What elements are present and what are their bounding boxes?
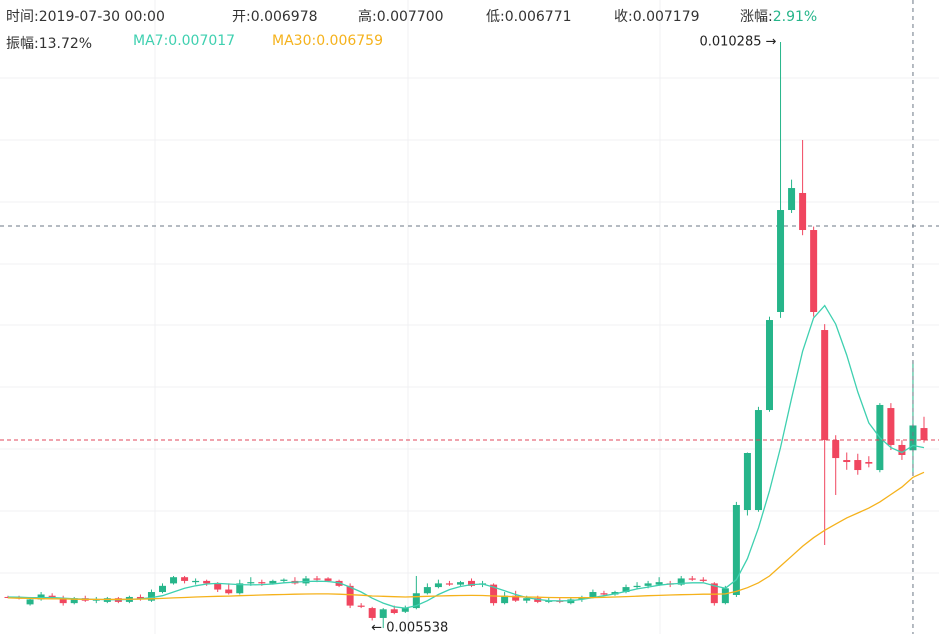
candle-body bbox=[147, 592, 155, 601]
candle-body bbox=[633, 585, 641, 588]
info-label: 时间: bbox=[6, 9, 39, 25]
candle-body bbox=[247, 582, 255, 584]
info-item: 高:0.007700 bbox=[358, 6, 444, 26]
info-value: 13.72% bbox=[38, 36, 93, 52]
info-value: 0.007700 bbox=[376, 9, 444, 25]
info-value: 0.006978 bbox=[250, 9, 318, 25]
candle-body bbox=[346, 585, 354, 606]
info-value: 2019-07-30 00:00 bbox=[38, 9, 165, 25]
info-label: MA7: bbox=[133, 33, 169, 49]
candle-body bbox=[600, 593, 608, 595]
candle-body bbox=[390, 609, 398, 614]
info-label: 涨幅: bbox=[740, 9, 773, 25]
candle-body bbox=[490, 584, 498, 604]
candle-body bbox=[843, 460, 851, 463]
candle-body bbox=[456, 582, 464, 585]
candle-body bbox=[324, 578, 332, 581]
info-item: MA7:0.007017 bbox=[133, 33, 235, 49]
candle-body bbox=[644, 583, 652, 586]
candle-body bbox=[258, 582, 266, 584]
candle-body bbox=[810, 230, 818, 312]
info-value: 0.006759 bbox=[316, 33, 383, 49]
candle-body bbox=[754, 410, 762, 511]
info-label: MA30: bbox=[272, 33, 317, 49]
info-label: 收: bbox=[614, 9, 633, 25]
candle-body bbox=[898, 444, 906, 455]
candle-body bbox=[865, 462, 873, 464]
info-label: 低: bbox=[486, 9, 505, 25]
info-label: 高: bbox=[358, 9, 377, 25]
candle-body bbox=[832, 440, 840, 459]
candle-body bbox=[887, 408, 895, 445]
candle-body bbox=[765, 320, 773, 411]
candle-body bbox=[677, 578, 685, 585]
candle-body bbox=[159, 585, 167, 593]
candle-body bbox=[710, 583, 718, 604]
ma-line bbox=[7, 471, 925, 601]
ma-line bbox=[7, 304, 925, 609]
info-item: 开:0.006978 bbox=[232, 6, 318, 26]
info-item: 时间:2019-07-30 00:00 bbox=[6, 6, 165, 26]
info-label: 开: bbox=[232, 9, 251, 25]
candle-body bbox=[799, 192, 807, 231]
candle-body bbox=[788, 188, 796, 211]
candle-body bbox=[280, 579, 288, 581]
candle-body bbox=[434, 583, 442, 588]
candle-body bbox=[699, 579, 707, 581]
info-label: 振幅: bbox=[6, 36, 39, 52]
candle-body bbox=[501, 595, 509, 604]
info-value: 0.007179 bbox=[632, 9, 700, 25]
candle-body bbox=[401, 608, 409, 612]
min-annotation: ← 0.005538 bbox=[371, 621, 448, 634]
candle-body bbox=[721, 588, 729, 604]
info-item: MA30:0.006759 bbox=[272, 33, 383, 49]
candle-body bbox=[512, 595, 520, 601]
candle-body bbox=[313, 578, 321, 580]
candle-body bbox=[26, 599, 34, 605]
candle-body bbox=[622, 587, 630, 593]
candle-body bbox=[854, 460, 862, 471]
candle-body bbox=[379, 609, 387, 618]
candle-body bbox=[192, 580, 200, 583]
candle-body bbox=[368, 608, 376, 618]
candle-body bbox=[236, 583, 244, 594]
info-item: 收:0.007179 bbox=[614, 6, 700, 26]
candle-body bbox=[170, 577, 178, 584]
info-item: 低:0.006771 bbox=[486, 6, 572, 26]
candle-body bbox=[732, 504, 740, 595]
info-value: 2.91% bbox=[772, 9, 818, 25]
candle-body bbox=[821, 330, 829, 441]
info-item: 振幅:13.72% bbox=[6, 33, 92, 53]
candle-body bbox=[688, 578, 696, 580]
candle-body bbox=[655, 582, 663, 585]
candle-body bbox=[269, 580, 277, 584]
candle-body bbox=[357, 605, 365, 607]
info-value: 0.007017 bbox=[168, 33, 236, 49]
candle-body bbox=[468, 580, 476, 586]
candle-body bbox=[181, 577, 189, 581]
candle-body bbox=[589, 592, 597, 597]
candle-body bbox=[48, 595, 56, 597]
candle-body bbox=[70, 598, 78, 604]
candle-body bbox=[423, 587, 431, 594]
candle-body bbox=[743, 452, 751, 511]
candle-body bbox=[445, 583, 453, 585]
candle-body bbox=[523, 598, 531, 601]
max-annotation: 0.010285 → bbox=[699, 34, 776, 49]
candle-body bbox=[920, 428, 928, 441]
candle-body bbox=[777, 210, 785, 312]
info-value: 0.006771 bbox=[504, 9, 572, 25]
candle-body bbox=[412, 593, 420, 609]
candle-body bbox=[214, 583, 222, 590]
candle-body bbox=[59, 599, 67, 604]
info-item: 涨幅:2.91% bbox=[740, 6, 817, 26]
candle-body bbox=[225, 589, 233, 594]
candle-body bbox=[909, 425, 917, 451]
candle-body bbox=[203, 580, 211, 584]
